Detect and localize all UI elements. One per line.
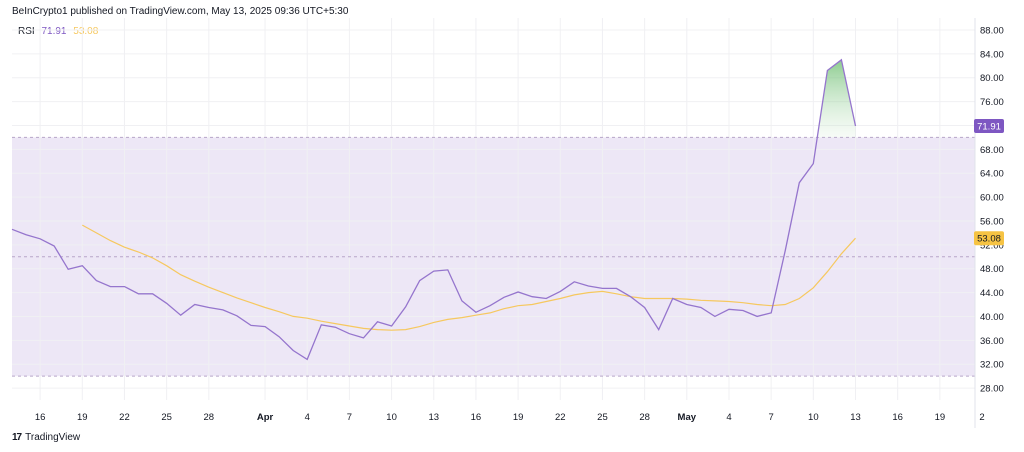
y-tick-label: 44.00 xyxy=(980,288,1004,299)
y-tick-label: 56.00 xyxy=(980,216,1004,227)
x-tick-label: 25 xyxy=(597,412,608,423)
publisher-header: BeInCrypto1 published on TradingView.com… xyxy=(12,6,349,17)
y-tick-label: 84.00 xyxy=(980,49,1004,60)
x-tick-label: 22 xyxy=(555,412,566,423)
rsi-value-badge: 71.91 xyxy=(977,122,1001,133)
x-tick-label: 10 xyxy=(808,412,819,423)
y-tick-label: 64.00 xyxy=(980,169,1004,180)
value-badges: 71.91 53.08 xyxy=(974,119,1004,246)
overbought-fill xyxy=(817,59,856,138)
y-tick-label: 28.00 xyxy=(980,384,1004,395)
x-tick-label: 4 xyxy=(726,412,731,423)
legend-ma-value: 53.08 xyxy=(73,26,99,37)
y-tick-label: 76.00 xyxy=(980,97,1004,108)
x-tick-label: 16 xyxy=(892,412,903,423)
x-tick-label: 7 xyxy=(769,412,774,423)
rsi-value-badge-bg xyxy=(974,119,1004,134)
legend-rsi-value: 71.91 xyxy=(41,26,67,37)
x-tick-label: 2 xyxy=(979,412,984,423)
x-tick-label: 25 xyxy=(161,412,172,423)
y-tick-label: 88.00 xyxy=(980,25,1004,36)
y-tick-label: 80.00 xyxy=(980,73,1004,84)
grid xyxy=(12,18,975,400)
x-tick-label: 4 xyxy=(305,412,310,423)
y-tick-label: 60.00 xyxy=(980,193,1004,204)
x-tick-label: 13 xyxy=(850,412,861,423)
y-tick-label: 48.00 xyxy=(980,264,1004,275)
x-tick-label: 7 xyxy=(347,412,352,423)
ma-line xyxy=(82,224,856,331)
y-tick-label: 40.00 xyxy=(980,312,1004,323)
x-tick-label: 16 xyxy=(471,412,482,423)
x-tick-label: May xyxy=(678,412,697,423)
x-tick-label: 22 xyxy=(119,412,130,423)
rsi-line xyxy=(11,58,857,361)
y-axis[interactable]: 28.00 32.00 36.00 40.00 44.00 48.00 52.00 56.00… xyxy=(980,25,1004,394)
x-tick-label: 16 xyxy=(35,412,46,423)
x-tick-label: 13 xyxy=(428,412,439,423)
x-tick-label: 19 xyxy=(935,412,946,423)
y-tick-label: 36.00 xyxy=(980,336,1004,347)
y-tick-label: 52.00 xyxy=(980,240,1004,251)
y-tick-label: 68.00 xyxy=(980,145,1004,156)
x-axis[interactable]: 16 19 22 25 28 Apr 4 7 10 13 16 19 22 25 28 May 4 7 10 13 16… xyxy=(35,412,985,423)
ma-value-badge-bg xyxy=(974,231,1004,246)
legend-name: RSI xyxy=(18,26,35,37)
ma-value-badge: 53.08 xyxy=(977,234,1001,245)
indicator-legend[interactable]: RSI 71.91 53.08 xyxy=(18,26,98,37)
y-tick-label: 32.00 xyxy=(980,360,1004,371)
x-tick-label: 10 xyxy=(386,412,397,423)
x-tick-label: 28 xyxy=(204,412,215,423)
x-tick-label: 28 xyxy=(639,412,650,423)
tradingview-footer[interactable]: 17 TradingView xyxy=(12,432,80,443)
tradingview-logo-icon: 17 xyxy=(12,432,22,443)
x-tick-label: Apr xyxy=(257,412,274,423)
x-tick-label: 19 xyxy=(77,412,88,423)
tradingview-brand: TradingView xyxy=(25,432,81,443)
x-tick-label: 19 xyxy=(513,412,524,423)
